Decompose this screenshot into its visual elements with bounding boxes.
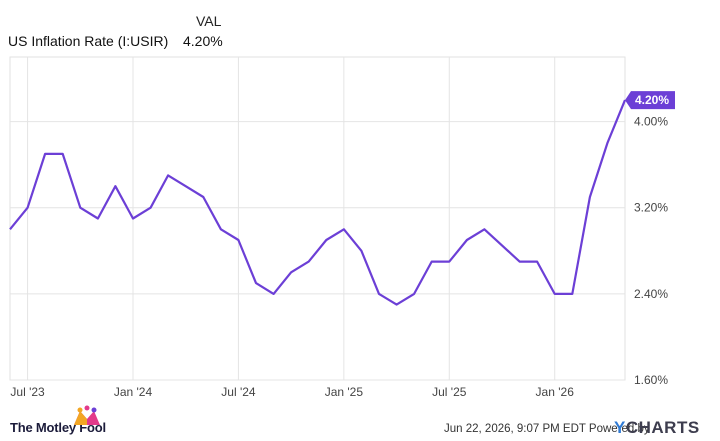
x-tick-label: Jan '25 — [325, 385, 364, 399]
y-tick-label: 3.20% — [634, 201, 668, 215]
y-tick-label: 2.40% — [634, 287, 668, 301]
x-tick-label: Jul '25 — [432, 385, 467, 399]
legend-series-name: US Inflation Rate (I:USIR) — [8, 33, 169, 49]
jester-hat-icon — [74, 405, 100, 425]
legend-series-value: 4.20% — [183, 33, 223, 49]
x-tick-label: Jan '26 — [536, 385, 575, 399]
y-tick-label: 1.60% — [634, 373, 668, 387]
last-value-tag — [625, 91, 675, 110]
x-tick-label: Jul '23 — [10, 385, 45, 399]
x-tick-label: Jul '24 — [221, 385, 256, 399]
x-tick-label: Jan '24 — [114, 385, 153, 399]
y-tick-label: 4.00% — [634, 115, 668, 129]
last-value-label: 4.20% — [635, 93, 669, 107]
legend-column-header: VAL — [196, 13, 222, 29]
plot-frame — [9, 56, 626, 381]
ycharts-logo-y: Y — [614, 418, 626, 437]
footer-timestamp: Jun 22, 2026, 9:07 PM EDT Powered by — [444, 423, 650, 435]
ycharts-logo-rest: CHARTS — [625, 418, 700, 437]
ycharts-logo: YCHARTS — [614, 418, 700, 438]
series-line — [9, 99, 627, 306]
